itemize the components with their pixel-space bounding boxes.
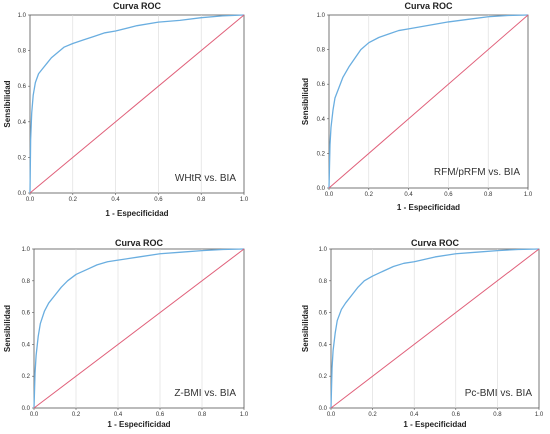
x-tick-label-rfm: 1.0 [524, 192, 533, 198]
y-tick-label-zbmi: 1.0 [22, 247, 31, 253]
comparison-label-whtr: WHtR vs. BIA [175, 173, 236, 184]
y-tick-label-zbmi: 0.2 [22, 374, 31, 380]
roc-chart-rfm: Curva ROC 0.0 0.2 0.4 0.6 0.8 1.0 0.0 0.2 0.4 0.6 0… [298, 0, 550, 218]
x-tick-label-rfm: 0.6 [444, 192, 453, 198]
x-tick-label-whtr: 0.0 [26, 197, 35, 203]
y-axis-label-rfm: Sensibilidad [301, 78, 310, 125]
x-axis-label-zbmi: 1 - Especificidad [107, 420, 170, 429]
y-tick-label-zbmi: 0.0 [22, 406, 31, 412]
x-axis-label-pcbmi: 1 - Especificidad [403, 420, 466, 429]
x-tick-label-zbmi: 0.2 [72, 412, 81, 418]
x-tick-label-rfm: 0.2 [365, 192, 374, 198]
y-tick-label-rfm: 0.4 [317, 117, 326, 123]
y-tick-label-zbmi: 0.6 [22, 311, 31, 317]
x-tick-label-zbmi: 0.6 [156, 412, 165, 418]
y-tick-label-whtr: 1.0 [18, 13, 27, 19]
y-tick-label-pcbmi: 1.0 [319, 247, 328, 253]
y-tick-label-whtr: 0.2 [18, 155, 27, 161]
chart-title-whtr: Curva ROC [113, 1, 162, 11]
x-tick-label-zbmi: 0.4 [114, 412, 123, 418]
x-tick-label-rfm: 0.0 [325, 192, 334, 198]
x-tick-label-rfm: 0.8 [484, 192, 493, 198]
x-tick-label-zbmi: 1.0 [240, 412, 249, 418]
y-tick-label-rfm: 0.2 [317, 151, 326, 157]
y-axis-label-zbmi: Sensibilidad [3, 305, 12, 352]
x-tick-label-pcbmi: 0.6 [452, 412, 461, 418]
x-tick-label-zbmi: 0.8 [198, 412, 207, 418]
roc-curve-zbmi [33, 248, 245, 409]
roc-chart-rfm-svg: Curva ROC 0.0 0.2 0.4 0.6 0.8 1.0 0.0 0.2 0.4 0.6 0… [301, 1, 533, 212]
y-tick-label-whtr: 0.4 [18, 120, 27, 126]
y-tick-label-zbmi: 0.8 [22, 279, 31, 285]
reference-line-rfm [328, 14, 529, 189]
comparison-label-rfm: RFM/pRFM vs. BIA [434, 167, 520, 178]
y-tick-label-pcbmi: 0.0 [319, 406, 328, 412]
x-tick-label-whtr: 1.0 [240, 197, 249, 203]
y-tick-label-whtr: 0.0 [18, 191, 27, 197]
x-tick-label-rfm: 0.4 [404, 192, 413, 198]
y-tick-label-pcbmi: 0.6 [319, 311, 328, 317]
x-tick-label-pcbmi: 0.0 [327, 412, 336, 418]
y-tick-label-pcbmi: 0.2 [319, 374, 328, 380]
y-tick-label-pcbmi: 0.4 [319, 342, 328, 348]
x-tick-label-pcbmi: 0.8 [493, 412, 502, 418]
y-tick-label-rfm: 0.6 [317, 82, 326, 88]
roc-chart-pcbmi: Curva ROC 0.0 0.2 0.4 0.6 0.8 1.0 0.0 0.2 0.4 0.6 0… [298, 234, 550, 434]
y-tick-label-rfm: 0.8 [317, 48, 326, 54]
x-axis-label-rfm: 1 - Especificidad [397, 203, 460, 212]
roc-chart-zbmi: Curva ROC 0.0 0.2 0.4 0.6 0.8 1.0 0.0 0.2 0.4 0.6 0… [0, 234, 258, 434]
y-tick-label-zbmi: 0.4 [22, 342, 31, 348]
x-tick-label-pcbmi: 0.4 [410, 412, 419, 418]
chart-title-zbmi: Curva ROC [115, 238, 164, 248]
roc-chart-whtr-svg: Curva ROC 0.0 0.2 0.4 0.6 0.8 1.0 0.0 0.2 0.4 0.6 0… [3, 1, 249, 218]
roc-chart-zbmi-svg: Curva ROC 0.0 0.2 0.4 0.6 0.8 1.0 0.0 0.2 0.4 0.6 0… [3, 238, 249, 429]
x-tick-label-pcbmi: 1.0 [535, 412, 544, 418]
chart-title-rfm: Curva ROC [404, 1, 453, 11]
reference-line-whtr [29, 14, 245, 194]
comparison-label-pcbmi: Pc-BMI vs. BIA [465, 388, 533, 399]
y-tick-label-rfm: 1.0 [317, 13, 326, 19]
roc-chart-whtr: Curva ROC 0.0 0.2 0.4 0.6 0.8 1.0 0.0 0.2 0.4 0.6 0… [0, 0, 258, 218]
comparison-label-zbmi: Z-BMI vs. BIA [174, 388, 236, 399]
y-tick-label-whtr: 0.8 [18, 49, 27, 55]
reference-line-zbmi [33, 248, 245, 409]
roc-chart-pcbmi-svg: Curva ROC 0.0 0.2 0.4 0.6 0.8 1.0 0.0 0.2 0.4 0.6 0… [301, 238, 544, 429]
x-tick-label-whtr: 0.8 [197, 197, 206, 203]
x-tick-label-whtr: 0.6 [154, 197, 163, 203]
y-axis-label-whtr: Sensibilidad [3, 80, 12, 127]
x-tick-label-pcbmi: 0.2 [368, 412, 377, 418]
y-tick-label-pcbmi: 0.8 [319, 279, 328, 285]
x-tick-label-whtr: 0.4 [111, 197, 120, 203]
reference-line-pcbmi [330, 248, 540, 409]
y-axis-label-pcbmi: Sensibilidad [301, 305, 310, 352]
x-tick-label-whtr: 0.2 [69, 197, 78, 203]
y-tick-label-whtr: 0.6 [18, 84, 27, 90]
roc-curve-whtr [29, 14, 245, 194]
roc-curve-rfm [328, 14, 529, 189]
chart-title-pcbmi: Curva ROC [411, 238, 460, 248]
y-tick-label-rfm: 0.0 [317, 186, 326, 192]
x-tick-label-zbmi: 0.0 [30, 412, 39, 418]
x-axis-label-whtr: 1 - Especificidad [105, 209, 168, 218]
roc-curve-pcbmi [330, 248, 540, 409]
